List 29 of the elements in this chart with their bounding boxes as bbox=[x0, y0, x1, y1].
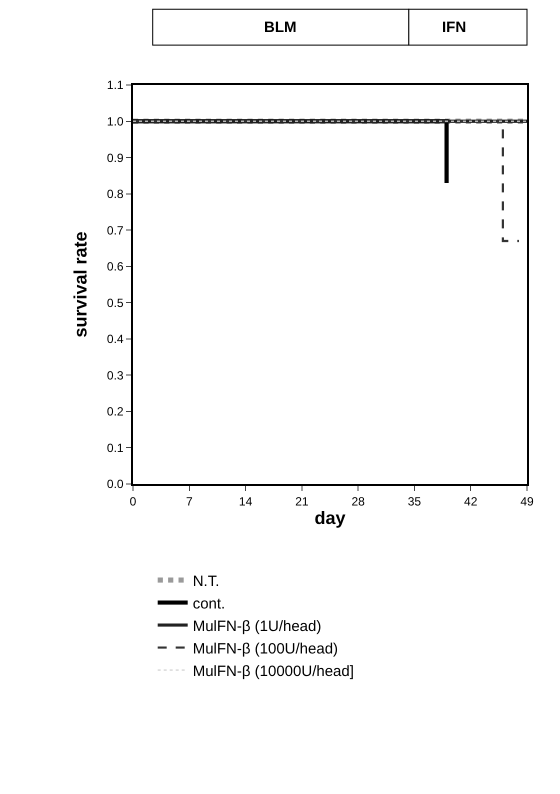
y-axis-title: survival rate bbox=[70, 231, 91, 338]
x-axis-title: day bbox=[314, 508, 346, 528]
x-tick-label: 35 bbox=[408, 494, 422, 508]
legend-label: cont. bbox=[192, 595, 226, 612]
x-tick-label: 42 bbox=[464, 494, 478, 508]
x-tick-label: 14 bbox=[238, 494, 253, 508]
legend-label: N.T. bbox=[192, 572, 220, 590]
x-tick-label: 49 bbox=[520, 494, 534, 508]
y-tick-label: 1.1 bbox=[106, 78, 124, 92]
text: IFN bbox=[442, 19, 466, 36]
y-tick-label: 0.1 bbox=[106, 440, 124, 455]
y-tick-label: 0.6 bbox=[106, 260, 124, 274]
y-tick-label: 0.3 bbox=[106, 368, 124, 382]
text: BLM bbox=[264, 19, 296, 36]
y-tick-label: 0.2 bbox=[106, 404, 124, 419]
legend-label: MulFN-β (10000U/head] bbox=[192, 662, 354, 680]
x-tick-label: 0 bbox=[130, 494, 137, 508]
y-tick-label: 0.9 bbox=[106, 150, 124, 165]
legend-label: MulFN-β (100U/head) bbox=[192, 640, 338, 658]
legend-label: MulFN-β (1U/head) bbox=[192, 618, 322, 635]
y-tick-label: 0.8 bbox=[106, 187, 124, 202]
y-tick-label: 0.5 bbox=[106, 296, 124, 310]
y-tick-label: 0.0 bbox=[106, 477, 124, 492]
y-tick-label: 0.7 bbox=[106, 223, 124, 238]
y-tick-label: 0.4 bbox=[106, 332, 124, 346]
x-tick-label: 7 bbox=[186, 494, 193, 508]
x-tick-label: 21 bbox=[295, 494, 309, 508]
x-tick-label: 28 bbox=[351, 494, 366, 508]
y-tick-label: 1.0 bbox=[106, 114, 124, 128]
